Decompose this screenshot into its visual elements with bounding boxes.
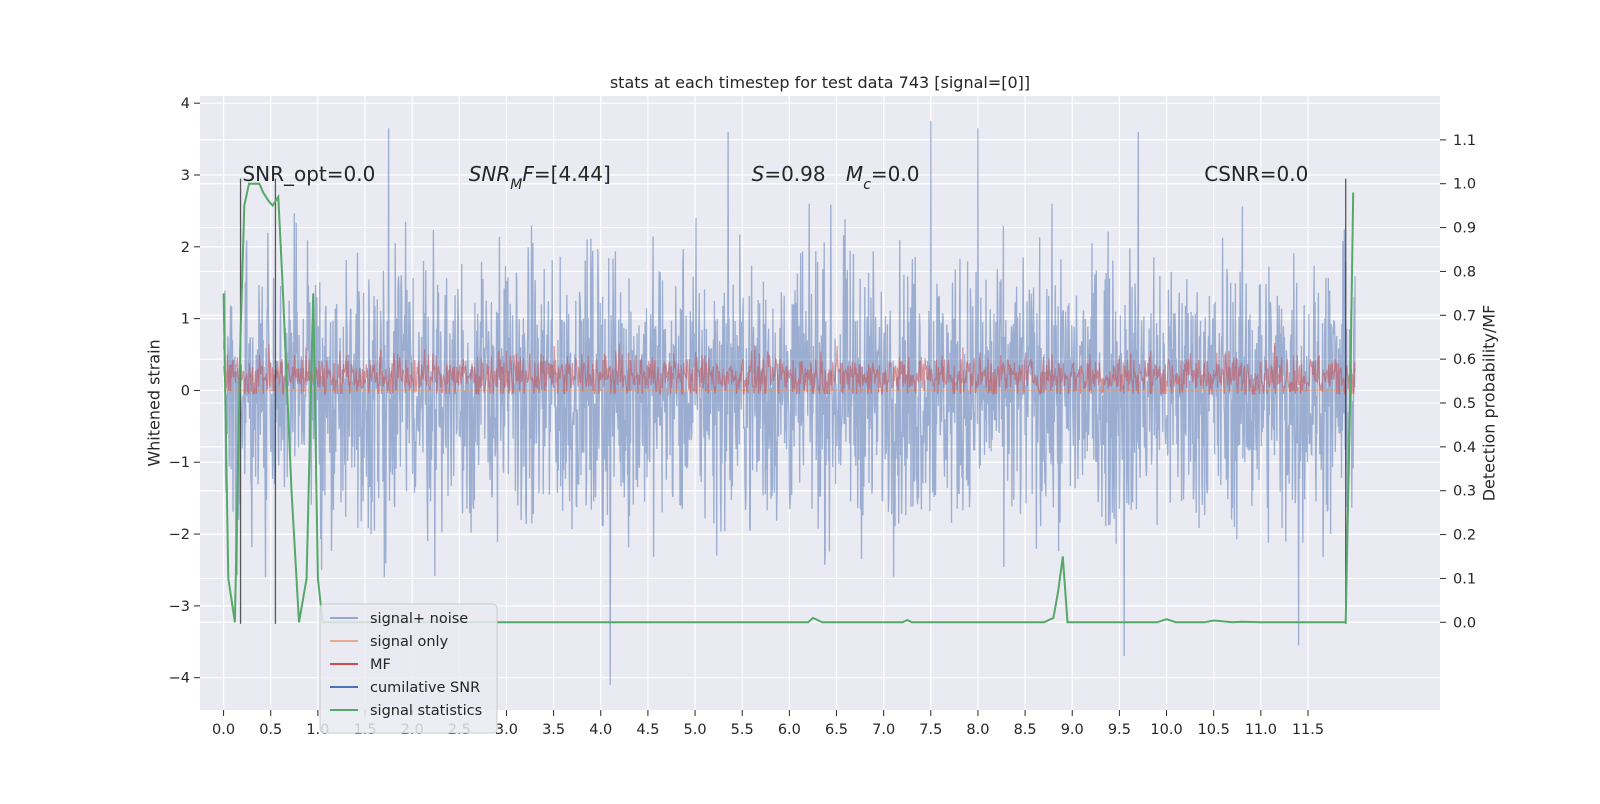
series-mf <box>223 342 1356 397</box>
annotation-part: c <box>863 177 871 193</box>
x-tick-label: 0.0 <box>212 722 235 738</box>
plot-marks <box>222 121 1356 685</box>
y-tick-label: −2 <box>169 527 190 543</box>
x-tick-label: 4.0 <box>589 722 612 738</box>
y-tick-label: 2 <box>181 240 190 256</box>
annotation-part: SNR_opt=0.0 <box>242 162 375 186</box>
series-signal-statistics <box>222 182 1355 624</box>
x-tick-label: 5.5 <box>731 722 754 738</box>
legend: signal+ noise signal only MF cumilative SNR… <box>319 603 498 734</box>
x-tick-label: 5.0 <box>684 722 707 738</box>
y2-tick-label: 0.9 <box>1453 221 1476 237</box>
legend-label: signal only <box>370 634 449 650</box>
legend-label: signal+ noise <box>370 611 468 627</box>
y2-tick-label: 0.8 <box>1453 264 1476 280</box>
y-tick-label: 4 <box>181 96 190 112</box>
y-tick-label: −1 <box>169 455 190 471</box>
annotation: SNRMF=[4.44] <box>469 162 611 193</box>
annotation-part: =0.0 <box>871 162 920 186</box>
axes: 0.00.51.01.52.02.53.03.54.04.55.05.56.06… <box>169 96 1476 738</box>
annotations: SNR_opt=0.0 SNRMF=[4.44] S=0.98 Mc=0.0 CSNR=… <box>242 162 1308 193</box>
y2-tick-label: 0.7 <box>1453 308 1476 324</box>
x-tick-label: 7.5 <box>919 722 942 738</box>
y2-tick-label: 0.0 <box>1453 615 1476 631</box>
y-tick-label: −3 <box>169 599 190 615</box>
legend-label: cumilative SNR <box>370 680 480 696</box>
x-tick-label: 9.0 <box>1061 722 1084 738</box>
legend-label: MF <box>370 657 391 673</box>
y-tick-label: 3 <box>181 168 190 184</box>
x-tick-label: 4.5 <box>636 722 659 738</box>
annotation-part: S <box>752 162 765 186</box>
annotation-part: M <box>846 162 863 186</box>
x-tick-label: 6.5 <box>825 722 848 738</box>
annotation-part: SNR <box>469 162 511 186</box>
annotation-part: M <box>510 177 522 193</box>
x-tick-label: 7.0 <box>872 722 895 738</box>
y-tick-label: 0 <box>181 383 190 399</box>
annotation: CSNR=0.0 <box>1204 162 1308 186</box>
y2-axis-label: Detection probability/MF <box>1480 305 1499 502</box>
annotation: SNR_opt=0.0 <box>242 162 375 186</box>
annotation-part: =0.98 <box>764 162 825 186</box>
y2-tick-label: 0.2 <box>1453 528 1476 544</box>
y-tick-label: −4 <box>169 671 190 687</box>
x-tick-label: 10.5 <box>1198 722 1230 738</box>
x-tick-label: 0.5 <box>259 722 282 738</box>
y2-tick-label: 0.6 <box>1453 352 1476 368</box>
y2-tick-label: 0.1 <box>1453 571 1476 587</box>
y2-tick-label: 1.1 <box>1453 133 1476 149</box>
y2-tick-label: 0.4 <box>1453 440 1476 456</box>
x-tick-label: 11.5 <box>1292 722 1324 738</box>
x-tick-label: 8.0 <box>966 722 989 738</box>
y2-tick-label: 1.0 <box>1453 177 1476 193</box>
chart-title: stats at each timestep for test data 743… <box>610 73 1030 92</box>
annotation: S=0.98 <box>752 162 826 186</box>
series-signal-noise <box>222 121 1356 685</box>
annotation: Mc=0.0 <box>846 162 920 193</box>
y-tick-label: 1 <box>181 312 190 328</box>
y2-tick-label: 0.5 <box>1453 396 1476 412</box>
y2-tick-label: 0.3 <box>1453 484 1476 500</box>
x-tick-label: 10.0 <box>1150 722 1182 738</box>
x-tick-label: 9.5 <box>1108 722 1131 738</box>
y-axis-label: Whitened strain <box>145 339 164 466</box>
annotation-part: F <box>522 162 534 186</box>
x-tick-label: 3.0 <box>495 722 518 738</box>
annotation-part: =[4.44] <box>534 162 611 186</box>
annotation-part: CSNR=0.0 <box>1204 162 1308 186</box>
legend-box <box>319 603 498 734</box>
x-tick-label: 6.0 <box>778 722 801 738</box>
x-tick-label: 8.5 <box>1014 722 1037 738</box>
x-tick-label: 11.0 <box>1245 722 1277 738</box>
legend-label: signal statistics <box>370 703 482 719</box>
x-tick-label: 3.5 <box>542 722 565 738</box>
